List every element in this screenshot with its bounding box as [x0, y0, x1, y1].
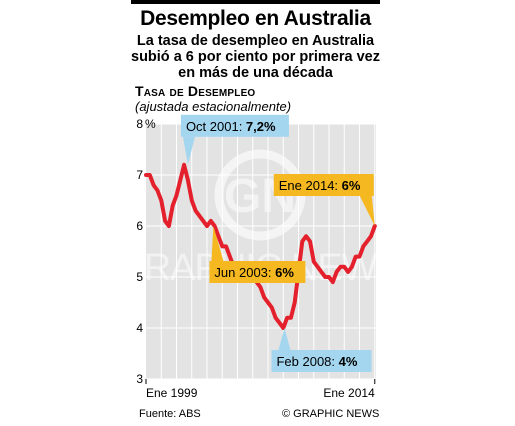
- title-bar: [131, 0, 380, 4]
- annotation-pointer: [359, 196, 375, 226]
- annotation-pointer: [211, 226, 224, 261]
- annotation-box: [209, 261, 306, 283]
- x-tick-label: Ene 2014: [323, 386, 375, 400]
- annotation-box: [273, 174, 374, 196]
- annotation-2014: Ene 2014: 6%: [273, 174, 375, 226]
- annotation-low-2008: Feb 2008: 4%: [271, 328, 372, 372]
- annotation-pointer: [182, 136, 195, 165]
- annotations: Oct 2001: 7,2% Jun 2003: 6% Feb 2008: 4% En…: [180, 114, 375, 372]
- annotation-date: Jun 2003:: [214, 265, 275, 280]
- annotation-label: Feb 2008: 4%: [276, 354, 357, 369]
- credit: © GRAPHIC NEWS: [282, 408, 380, 420]
- annotation-value: 6%: [342, 178, 361, 193]
- annotation-box: [271, 350, 372, 372]
- y-ticks: 3 4 5 6 7 8%: [136, 117, 156, 386]
- y-axis-note: (ajustada estacionalmente): [135, 99, 292, 114]
- annotation-label: Ene 2014: 6%: [279, 178, 361, 193]
- annotation-box: [180, 114, 289, 137]
- y-tick-label: 8: [136, 117, 143, 131]
- annotation-2003: Jun 2003: 6%: [209, 226, 306, 283]
- chart-title: Desempleo en Australia: [140, 7, 371, 30]
- y-tick-label: 3: [136, 372, 143, 386]
- source-note: Fuente: ABS: [139, 408, 201, 420]
- annotation-date: Ene 2014:: [279, 178, 342, 193]
- x-ticks: Ene 1999 Ene 2014: [145, 379, 376, 400]
- annotation-pointer: [278, 328, 291, 350]
- annotation-peak-2001: Oct 2001: 7,2%: [180, 114, 289, 165]
- annotation-value: 4%: [339, 354, 358, 369]
- x-tick-label: Ene 1999: [146, 386, 198, 400]
- y-tick-label: 5: [136, 270, 143, 284]
- grid: [146, 123, 376, 380]
- annotation-value: 6%: [275, 265, 294, 280]
- y-unit-label: %: [145, 117, 156, 131]
- annotation-value: 7,2%: [246, 119, 276, 134]
- unemployment-line: [144, 162, 377, 330]
- chart-subtitle: La tasa de desempleo en Australia subió …: [131, 33, 380, 81]
- y-axis-label: Tasa de Desempleo: [135, 83, 256, 99]
- y-tick-label: 6: [136, 219, 143, 233]
- annotation-label: Oct 2001: 7,2%: [186, 119, 276, 134]
- y-tick-label: 7: [136, 168, 143, 182]
- y-tick-label: 4: [136, 321, 143, 335]
- annotation-date: Oct 2001:: [186, 119, 246, 134]
- annotation-date: Feb 2008:: [276, 354, 338, 369]
- annotation-label: Jun 2003: 6%: [214, 265, 294, 280]
